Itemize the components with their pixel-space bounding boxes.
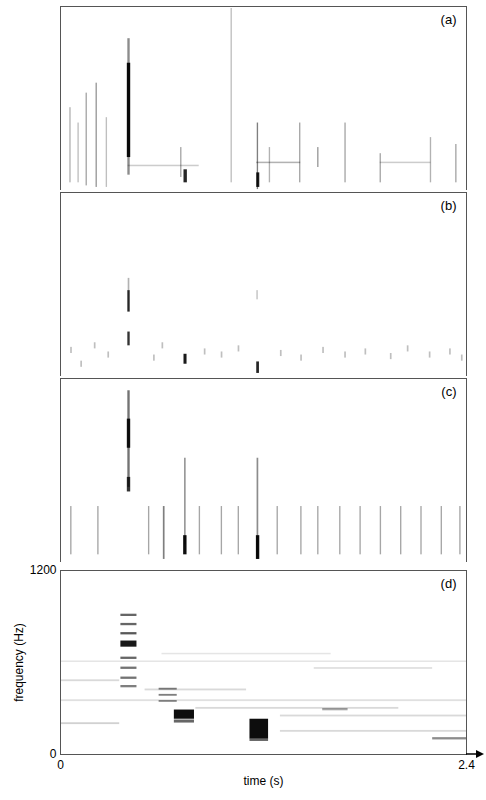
svg-text:frequency (Hz): frequency (Hz) — [12, 623, 26, 702]
svg-text:time (s): time (s) — [244, 774, 284, 788]
svg-text:0: 0 — [50, 747, 57, 761]
svg-text:(d): (d) — [441, 576, 457, 591]
svg-text:(a): (a) — [441, 12, 457, 27]
svg-text:1200: 1200 — [30, 563, 57, 577]
svg-text:(c): (c) — [441, 384, 456, 399]
svg-text:0: 0 — [57, 758, 64, 772]
svg-text:(b): (b) — [441, 198, 457, 213]
svg-text:2.4: 2.4 — [458, 758, 475, 772]
